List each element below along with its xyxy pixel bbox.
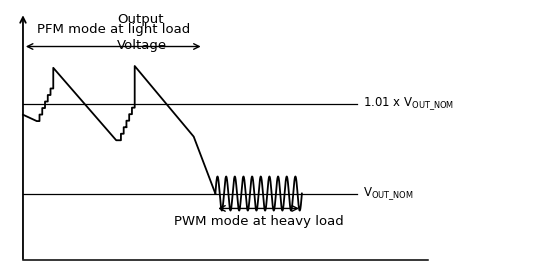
Text: Output: Output xyxy=(117,13,164,26)
Text: 1.01 x V$_{\mathregular{OUT\_NOM}}$: 1.01 x V$_{\mathregular{OUT\_NOM}}$ xyxy=(363,96,454,112)
Text: PFM mode at light load: PFM mode at light load xyxy=(37,23,190,36)
Text: Voltage: Voltage xyxy=(117,39,168,52)
Text: PWM mode at heavy load: PWM mode at heavy load xyxy=(174,215,343,228)
Text: V$_{\mathregular{OUT\_NOM}}$: V$_{\mathregular{OUT\_NOM}}$ xyxy=(363,185,414,202)
